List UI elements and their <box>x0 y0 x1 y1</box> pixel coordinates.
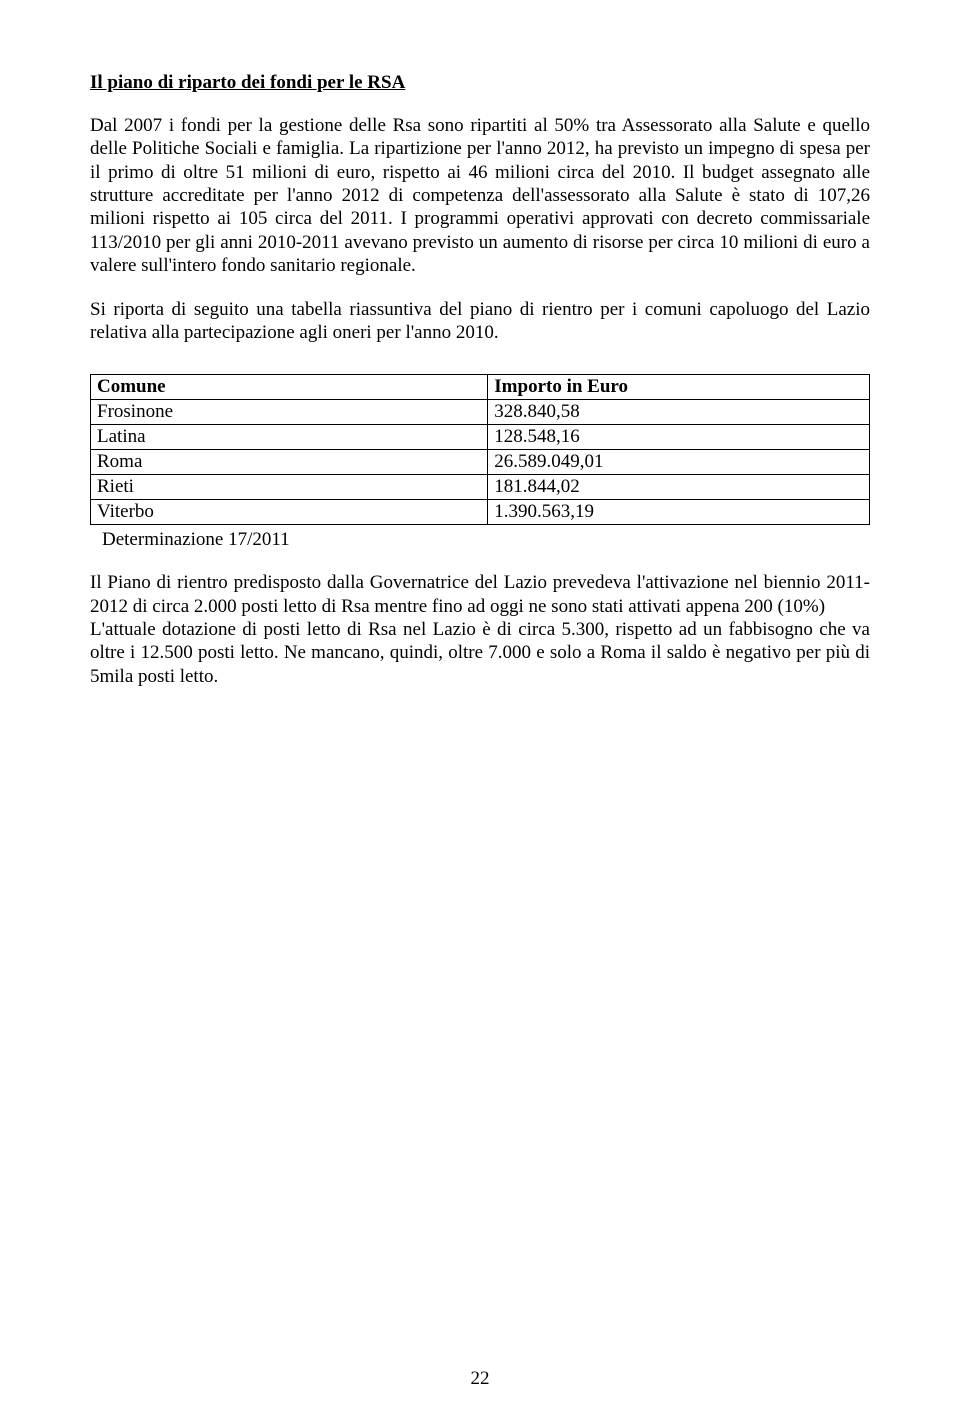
paragraph-1: Dal 2007 i fondi per la gestione delle R… <box>90 114 870 278</box>
col-header-comune: Comune <box>91 375 488 400</box>
cell-importo: 1.390.563,19 <box>488 500 870 525</box>
section-title: Il piano di riparto dei fondi per le RSA <box>90 72 870 94</box>
paragraph-3: Il Piano di rientro predisposto dalla Go… <box>90 571 870 618</box>
cell-importo: 328.840,58 <box>488 400 870 425</box>
table-row: Rieti 181.844,02 <box>91 475 870 500</box>
page-number: 22 <box>0 1368 960 1390</box>
document-page: Il piano di riparto dei fondi per le RSA… <box>0 0 960 1418</box>
paragraph-2: Si riporta di seguito una tabella riassu… <box>90 298 870 345</box>
cell-importo: 26.589.049,01 <box>488 450 870 475</box>
table-row: Frosinone 328.840,58 <box>91 400 870 425</box>
paragraph-4: L'attuale dotazione di posti letto di Rs… <box>90 618 870 688</box>
cell-comune: Roma <box>91 450 488 475</box>
col-header-importo: Importo in Euro <box>488 375 870 400</box>
riparto-table: Comune Importo in Euro Frosinone 328.840… <box>90 374 870 525</box>
cell-comune: Viterbo <box>91 500 488 525</box>
cell-comune: Frosinone <box>91 400 488 425</box>
cell-comune: Rieti <box>91 475 488 500</box>
table-caption: Determinazione 17/2011 <box>102 529 870 551</box>
cell-importo: 181.844,02 <box>488 475 870 500</box>
table-row: Viterbo 1.390.563,19 <box>91 500 870 525</box>
table-row: Latina 128.548,16 <box>91 425 870 450</box>
table-row: Roma 26.589.049,01 <box>91 450 870 475</box>
cell-comune: Latina <box>91 425 488 450</box>
table-header-row: Comune Importo in Euro <box>91 375 870 400</box>
table-container: Comune Importo in Euro Frosinone 328.840… <box>90 374 870 525</box>
cell-importo: 128.548,16 <box>488 425 870 450</box>
